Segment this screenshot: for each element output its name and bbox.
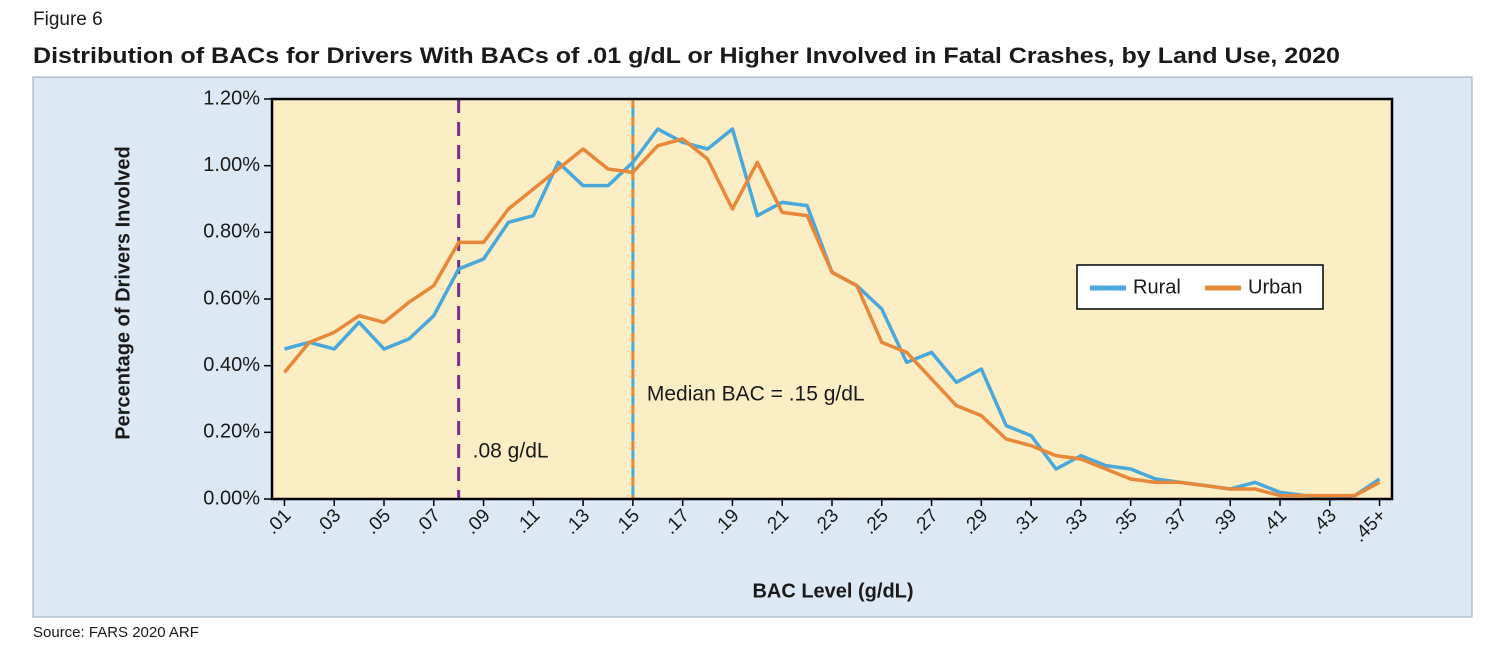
y-tick-label: 1.00% [203,154,260,176]
chart-title: Distribution of BACs for Drivers With BA… [33,43,1340,68]
plot-frame [270,97,1394,501]
reference-label: Median BAC = .15 g/dL [647,383,865,406]
y-axis-label: Percentage of Drivers Involved [112,146,134,439]
reference-label: .08 g/dL [473,440,549,463]
y-tick-label: 0.80% [203,221,260,243]
legend-label: Rural [1133,276,1181,298]
legend-label: Urban [1248,276,1302,298]
y-tick-label: 0.40% [203,354,260,376]
y-tick-label: 1.20% [203,87,260,109]
x-axis-label: BAC Level (g/dL) [752,580,913,602]
figure-label: Figure 6 [33,9,103,30]
y-tick-label: 0.00% [203,487,260,509]
y-tick-label: 0.60% [203,287,260,309]
y-tick-label: 0.20% [203,421,260,443]
source-note: Source: FARS 2020 ARF [33,624,199,641]
series-line [283,137,1381,498]
